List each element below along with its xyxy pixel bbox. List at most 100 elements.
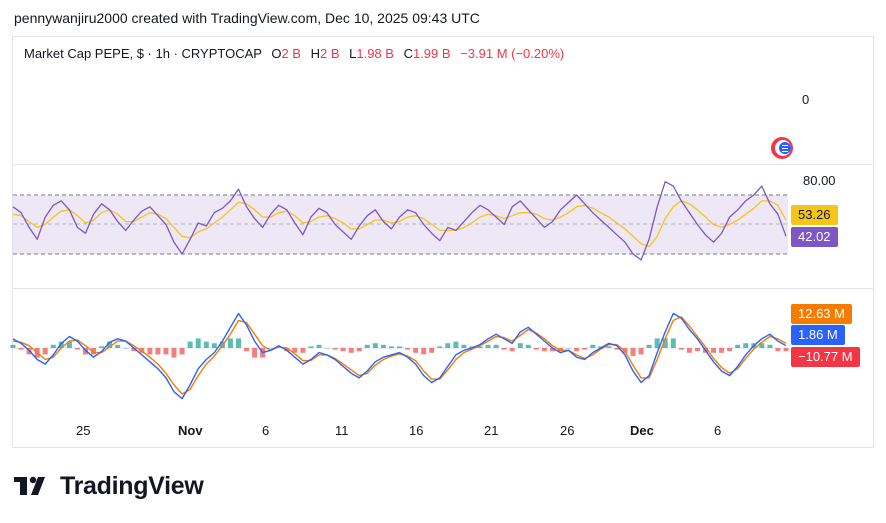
macd-histogram-bar	[735, 344, 741, 348]
macd-histogram-bar	[574, 348, 580, 352]
macd-histogram-bar	[179, 348, 185, 355]
macd-histogram-bar	[308, 346, 314, 348]
macd-histogram-bar	[244, 348, 249, 352]
macd-histogram-bar	[66, 341, 72, 348]
close-label: C	[403, 46, 413, 61]
macd-histogram-bar	[678, 348, 684, 350]
macd-histogram-bar	[211, 343, 217, 348]
macd-histogram-bar	[694, 348, 700, 352]
macd-histogram-bar	[646, 344, 652, 348]
macd-histogram-bar	[501, 348, 507, 350]
macd-histogram-bar	[332, 348, 338, 350]
macd-histogram-bar	[236, 338, 241, 348]
macd-histogram-bar	[171, 348, 177, 358]
macd-histogram-bar	[493, 344, 499, 348]
macd-histogram-bar	[91, 348, 96, 355]
macd-histogram-value-tag: −10.77 M	[791, 347, 860, 367]
low-value: 1.98 B	[356, 46, 394, 61]
macd-histogram-bar	[517, 343, 523, 348]
macd-line[interactable]	[12, 312, 787, 400]
macd-histogram-bar	[227, 338, 233, 348]
tradingview-logo[interactable]: TradingView	[14, 472, 204, 500]
open-label: O	[271, 46, 282, 61]
x-tick-label: 21	[484, 423, 499, 438]
x-tick-label: 6	[714, 423, 722, 438]
macd-histogram-bar	[139, 348, 145, 353]
macd-histogram-bar	[477, 346, 483, 348]
macd-histogram-bar	[614, 348, 620, 350]
macd-histogram-bar	[662, 338, 668, 348]
x-tick-label: Nov	[178, 423, 203, 438]
macd-histogram-bar	[582, 348, 588, 350]
macd-histogram-bar	[767, 344, 773, 348]
pane-separator-rsi[interactable]	[12, 164, 874, 165]
macd-histogram-bar	[42, 348, 48, 355]
symbol-name[interactable]: Market Cap PEPE, $ · 1h · CRYPTOCAP	[24, 46, 262, 61]
x-tick-label: 6	[262, 423, 270, 438]
macd-histogram-bar	[719, 348, 725, 353]
macd-histogram-bar	[437, 346, 443, 348]
pepe-logo-icon	[771, 137, 793, 159]
macd-histogram-bar	[195, 338, 201, 348]
macd-histogram-bar	[147, 348, 153, 355]
macd-histogram-bar	[469, 346, 475, 348]
macd-histogram-bar	[364, 344, 370, 348]
macd-histogram-bar	[783, 348, 789, 352]
symbol-legend[interactable]: Market Cap PEPE, $ · 1h · CRYPTOCAP O2 B…	[24, 46, 564, 61]
price-axis-zero-label: 0	[802, 92, 810, 107]
macd-histogram-bar	[525, 344, 531, 348]
macd-histogram-bar	[123, 348, 129, 349]
macd-histogram-bar	[711, 348, 716, 353]
macd-histogram-bar	[292, 348, 298, 353]
macd-histogram-bar	[413, 348, 419, 353]
macd-histogram-bar	[155, 348, 161, 355]
tradingview-wordmark: TradingView	[60, 471, 204, 500]
macd-value-tag: 1.86 M	[791, 325, 845, 345]
open-value: 2 B	[281, 46, 301, 61]
rsi-ma-line[interactable]	[12, 200, 787, 248]
x-tick-label: Dec	[630, 423, 654, 438]
macd-histogram-bar	[268, 348, 274, 349]
low-label: L	[349, 46, 357, 61]
macd-histogram-bar	[775, 348, 781, 352]
macd-histogram-bar	[533, 348, 539, 350]
macd-histogram-bar	[622, 348, 628, 353]
rsi-level-80-label: 80.00	[803, 173, 836, 188]
macd-histogram-bar	[356, 348, 362, 352]
macd-signal-line[interactable]	[12, 316, 787, 395]
close-value: 1.99 B	[412, 46, 451, 61]
macd-histogram-bar	[187, 341, 193, 348]
macd-histogram-bar	[99, 346, 105, 348]
macd-histogram-bar	[670, 338, 676, 348]
macd-histogram-bar	[759, 343, 765, 348]
macd-histogram-bar	[686, 348, 692, 353]
high-label: H	[310, 46, 320, 61]
macd-histogram-bar	[727, 348, 733, 352]
macd-histogram-bar	[509, 348, 515, 352]
macd-histogram-bar	[550, 348, 555, 352]
macd-histogram-bar	[485, 344, 491, 348]
macd-histogram-bar	[203, 341, 209, 348]
macd-histogram-bar	[107, 341, 113, 348]
macd-histogram-bar	[453, 341, 459, 348]
change-value: −3.91 M (−0.20%)	[460, 46, 565, 61]
rsi-line[interactable]	[12, 181, 787, 261]
macd-histogram-bar	[18, 348, 24, 350]
macd-histogram-bar	[131, 348, 137, 352]
macd-histogram-bar	[461, 344, 467, 348]
macd-histogram-bar	[429, 348, 435, 353]
macd-histogram-bar	[316, 344, 322, 348]
rsi-ma-value-tag: 53.26	[791, 205, 838, 225]
macd-histogram-bar	[606, 346, 612, 348]
x-tick-label: 25	[76, 423, 91, 438]
x-tick-label: 11	[335, 423, 349, 438]
pane-separator-macd[interactable]	[12, 288, 874, 289]
macd-histogram-bar	[397, 346, 402, 348]
macd-histogram-bar	[50, 344, 56, 348]
macd-histogram-bar	[541, 348, 547, 352]
macd-histogram-bar	[300, 348, 306, 353]
macd-histogram-bar	[743, 343, 749, 348]
macd-histogram-bar	[388, 346, 394, 348]
macd-signal-value-tag: 12.63 M	[791, 304, 852, 324]
